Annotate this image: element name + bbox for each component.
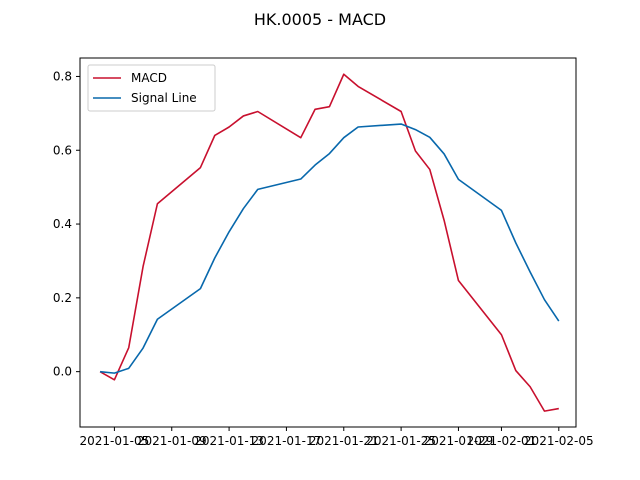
y-tick-label: 0.0 [53, 365, 72, 379]
y-tick-label: 0.6 [53, 143, 72, 157]
x-tick-label: 2021-01-05 [80, 434, 150, 448]
plot-area [99, 73, 560, 412]
x-tick-label: 2021-01-25 [366, 434, 436, 448]
legend: MACD Signal Line [87, 64, 216, 112]
y-tick-label: 0.2 [53, 291, 72, 305]
y-axis: 0.0 0.2 0.4 0.6 0.8 [53, 69, 80, 379]
legend-label: MACD [131, 71, 167, 85]
series-line-1 [99, 123, 560, 374]
x-tick-label: 2021-01-21 [309, 434, 379, 448]
plot-frame [79, 57, 577, 428]
x-tick-label: 2021-01-29 [424, 434, 494, 448]
series-line-0 [99, 73, 559, 412]
x-axis: 2021-01-052021-01-092021-01-132021-01-17… [80, 427, 594, 448]
x-tick-label: 2021-02-01 [467, 434, 537, 448]
x-tick-label: 2021-01-09 [137, 434, 207, 448]
legend-label: Signal Line [131, 91, 197, 105]
x-tick-label: 2021-02-05 [524, 434, 594, 448]
y-tick-label: 0.4 [53, 217, 72, 231]
x-tick-label: 2021-01-17 [252, 434, 322, 448]
x-tick-label: 2021-01-13 [194, 434, 264, 448]
y-tick-label: 0.8 [53, 69, 72, 83]
legend-box [87, 64, 216, 112]
chart-title: HK.0005 - MACD [254, 10, 386, 29]
